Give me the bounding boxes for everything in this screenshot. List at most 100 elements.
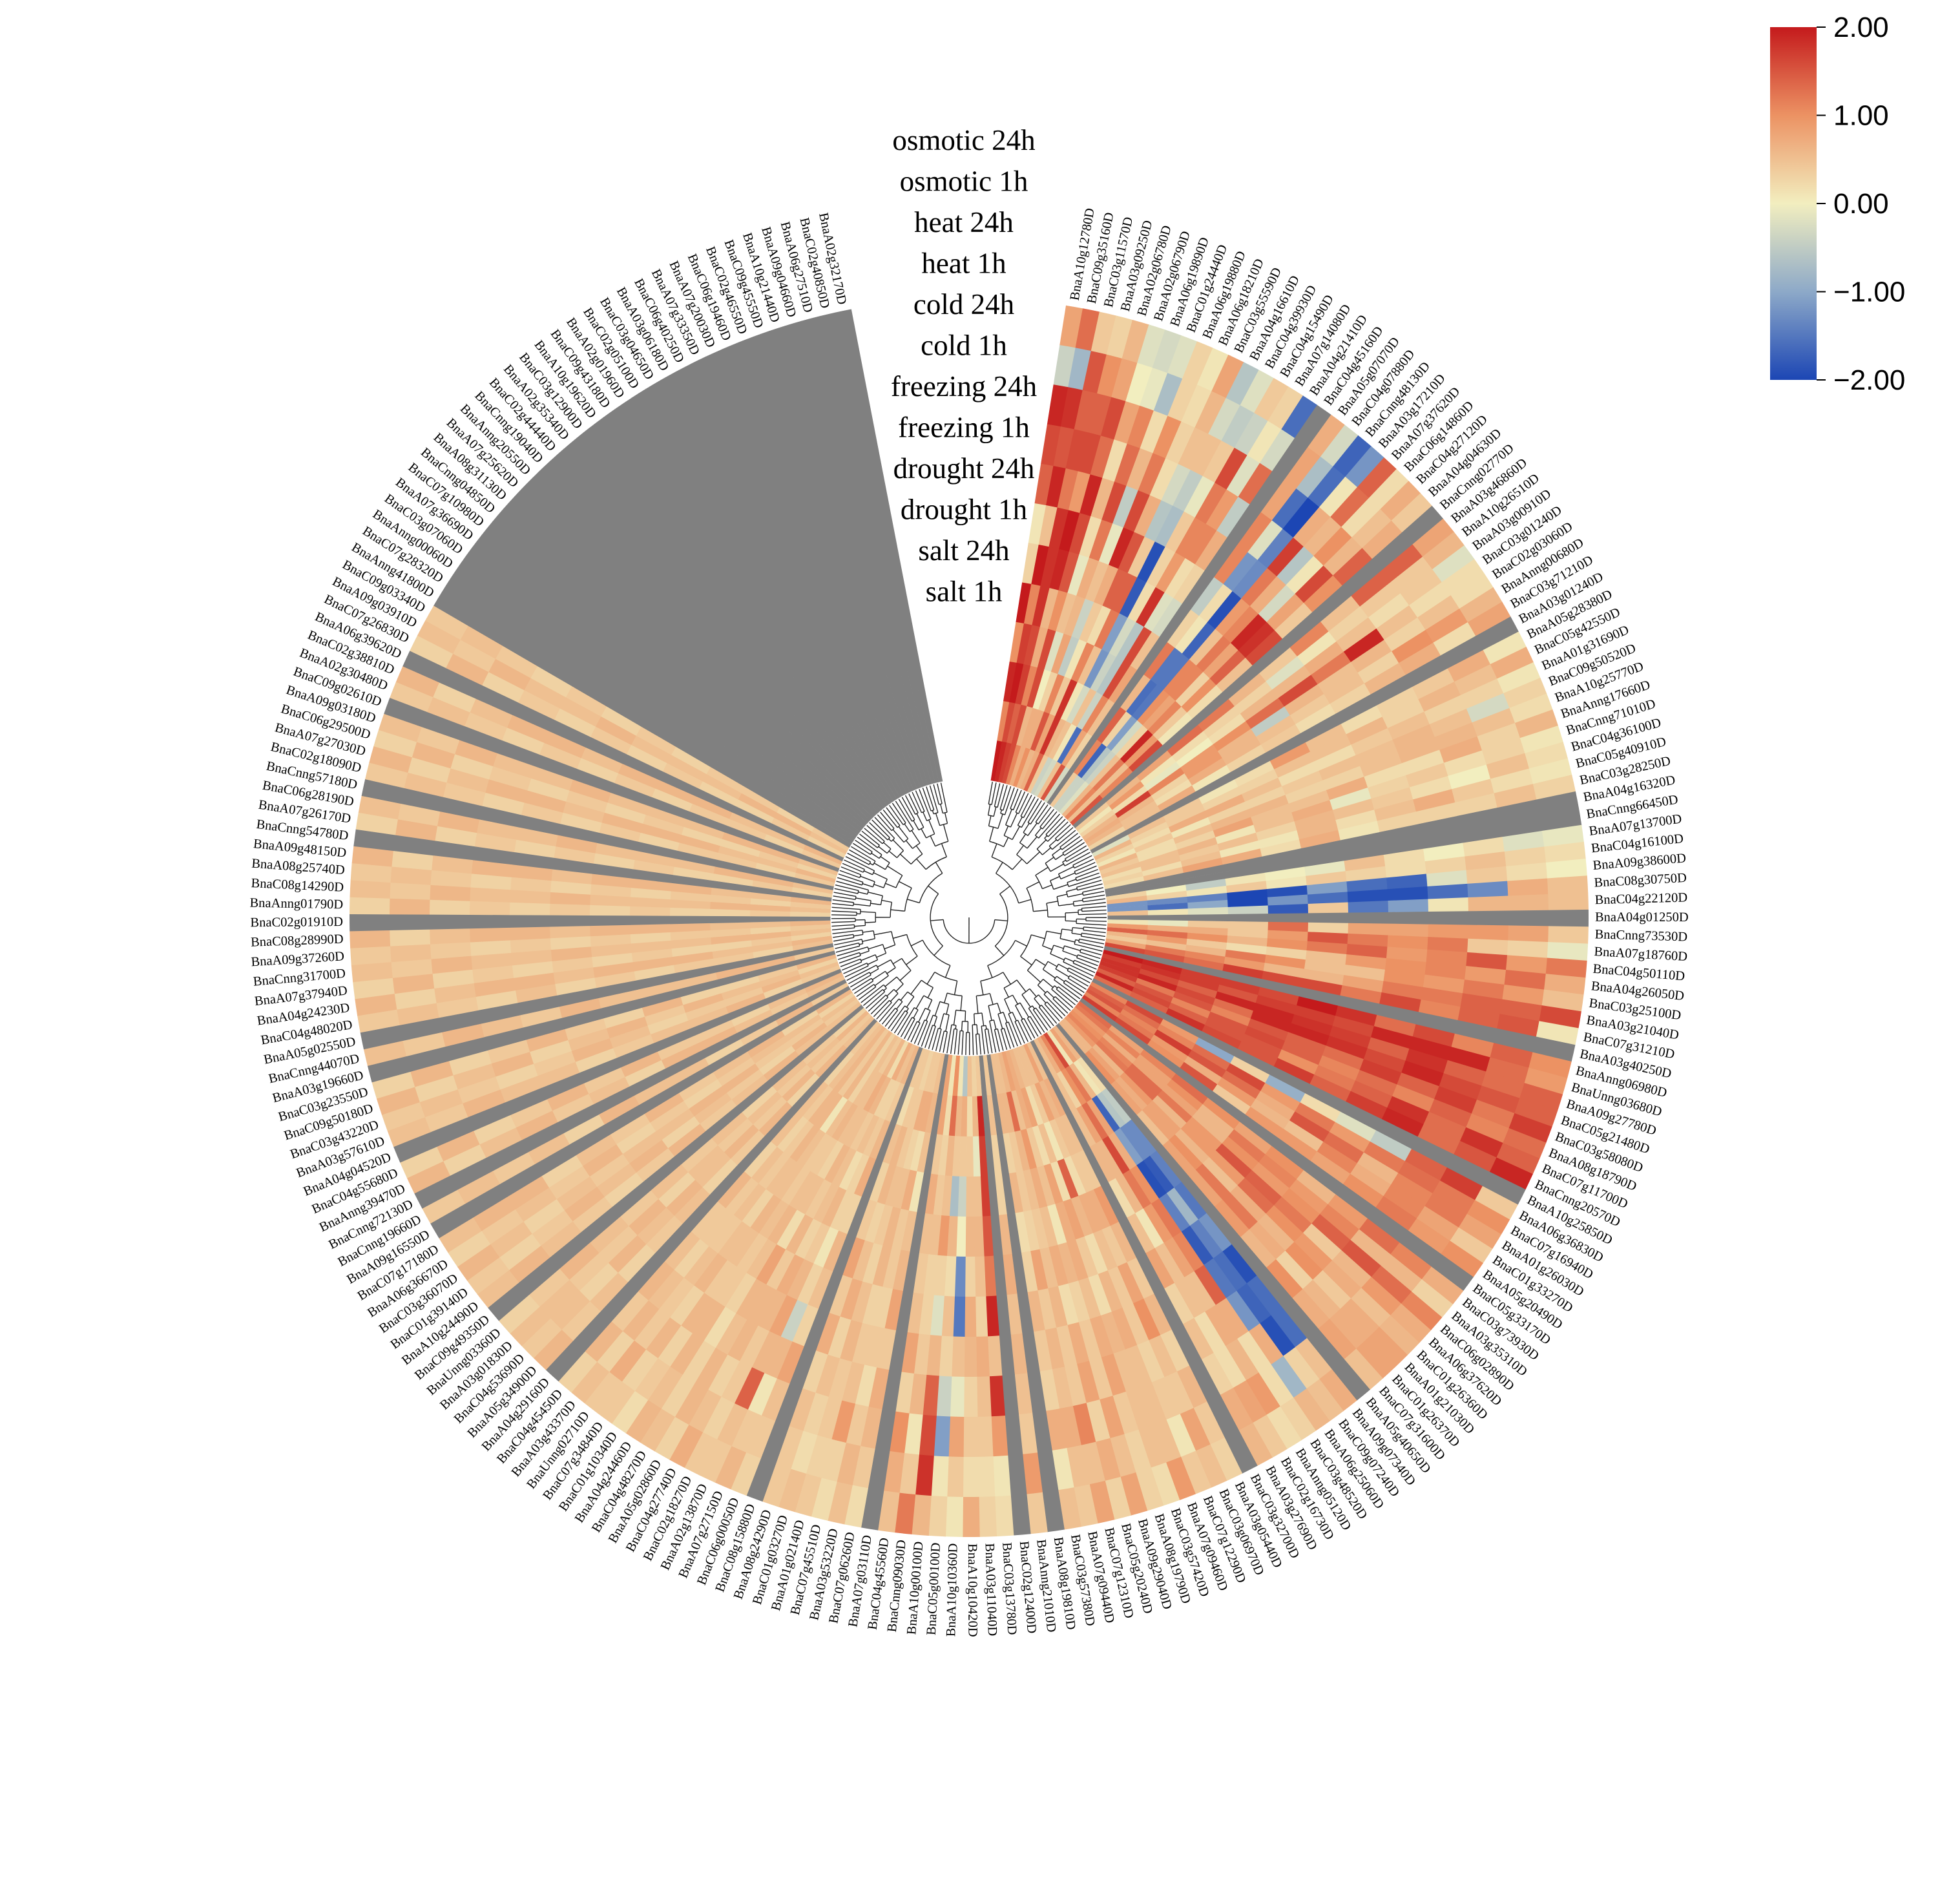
heatmap-cell (1127, 405, 1154, 449)
heatmap-cell (1039, 1206, 1058, 1248)
heatmap-cell (680, 730, 720, 760)
heatmap-cell (1350, 1229, 1391, 1266)
heatmap-cell (753, 950, 795, 965)
dendrogram-branch (869, 822, 888, 841)
heatmap-cell (367, 1056, 411, 1083)
heatmap-cell (1008, 1131, 1023, 1173)
heatmap-cell (478, 1002, 521, 1024)
dendrogram-branch (833, 937, 854, 942)
heatmap-cell (1367, 1326, 1408, 1368)
heatmap-cell (1255, 715, 1296, 746)
dendrogram-branch (1020, 795, 1032, 817)
dendrogram-branch (997, 1014, 1003, 1029)
heatmap-cell (1342, 559, 1382, 597)
heatmap-cell (811, 982, 849, 1006)
dendrogram-branch (890, 909, 905, 912)
heatmap-cell (793, 782, 829, 811)
heatmap-cell (742, 1188, 774, 1228)
heatmap-cell (1119, 1072, 1153, 1106)
heatmap-cell (718, 845, 759, 863)
colorbar-tick-label: 0.00 (1833, 188, 1889, 220)
dendrogram-branch (873, 984, 877, 987)
heatmap-cell (1265, 946, 1307, 960)
heatmap-cell (1145, 879, 1186, 891)
heatmap-cell (1115, 1173, 1143, 1213)
heatmap-cell (520, 1006, 563, 1028)
dendrogram-branch (926, 972, 935, 985)
heatmap-cell (678, 554, 713, 594)
heatmap-cell (550, 903, 590, 915)
heatmap-cell (1224, 1430, 1258, 1474)
heatmap-cell (630, 923, 671, 935)
heatmap-cell (607, 623, 647, 660)
heatmap-cell (834, 646, 859, 687)
heatmap-cell (740, 560, 772, 600)
dendrogram-branch (871, 970, 886, 980)
heatmap-cell (1077, 645, 1102, 686)
heatmap-cell (594, 519, 632, 559)
heatmap-cell (1270, 1306, 1307, 1348)
heatmap-cell (815, 1354, 840, 1397)
heatmap-cell (1152, 330, 1182, 373)
heatmap-cell (791, 896, 831, 906)
heatmap-cell (1294, 810, 1336, 831)
heatmap-cell (691, 715, 729, 747)
dendrogram-branch (858, 892, 868, 895)
heatmap-cell (727, 1226, 760, 1267)
heatmap-cell (664, 683, 703, 717)
dendrogram-branch (999, 785, 1008, 810)
heatmap-cell (1265, 733, 1306, 762)
heatmap-cell (802, 1392, 829, 1436)
heatmap-cell (686, 811, 727, 833)
heatmap-cell (1043, 674, 1065, 715)
heatmap-cell (1154, 779, 1193, 806)
heatmap-cell (1143, 762, 1181, 791)
heatmap-cell (1258, 647, 1298, 682)
dendrogram-branch (844, 859, 865, 870)
dendrogram-branch (904, 823, 910, 832)
heatmap-cell (636, 1147, 675, 1182)
heatmap-cell (1220, 1387, 1253, 1431)
heatmap-cell (432, 855, 474, 874)
heatmap-cell (842, 599, 865, 641)
heatmap-cell (839, 737, 868, 773)
heatmap-cell (1233, 1380, 1267, 1423)
heatmap-cell (1140, 963, 1181, 981)
heatmap-cell (600, 1281, 639, 1322)
dendrogram-branch (871, 852, 880, 859)
heatmap-cell (998, 742, 1012, 783)
heatmap-cell (1382, 969, 1425, 988)
heatmap-cell (1547, 941, 1589, 961)
dendrogram-branch (1081, 936, 1105, 941)
dendrogram-branch (873, 884, 884, 888)
heatmap-cell (625, 1060, 666, 1087)
heatmap-cell (1296, 456, 1333, 499)
dendrogram-branch (1003, 987, 1009, 998)
heatmap-cell (1275, 1250, 1313, 1290)
heatmap-cell (1121, 319, 1150, 364)
heatmap-cell (640, 989, 682, 1008)
heatmap-cell (859, 593, 881, 635)
heatmap-cell (1080, 1053, 1111, 1089)
heatmap-cell (1282, 1346, 1320, 1389)
heatmap-cell (528, 1268, 570, 1307)
heatmap-cell (729, 812, 769, 835)
heatmap-cell (753, 945, 794, 959)
dendrogram-branch (1019, 1002, 1030, 1018)
heatmap-cell (722, 832, 763, 852)
heatmap-cell (685, 600, 722, 638)
heatmap-cell (756, 763, 794, 793)
heatmap-cell (1340, 1239, 1381, 1277)
heatmap-cell (578, 664, 620, 697)
heatmap-cell (1037, 1450, 1059, 1492)
heatmap-cell (1222, 1244, 1257, 1284)
heatmap-cell (928, 1495, 948, 1537)
heatmap-cell (710, 894, 751, 905)
heatmap-cell (1266, 885, 1308, 898)
dendrogram-branch (1039, 808, 1055, 828)
heatmap-cell (1136, 1160, 1167, 1199)
dendrogram-branch (937, 783, 943, 804)
heatmap-cell (783, 1120, 815, 1157)
heatmap-cell (850, 596, 873, 638)
heatmap-cell (417, 620, 461, 654)
